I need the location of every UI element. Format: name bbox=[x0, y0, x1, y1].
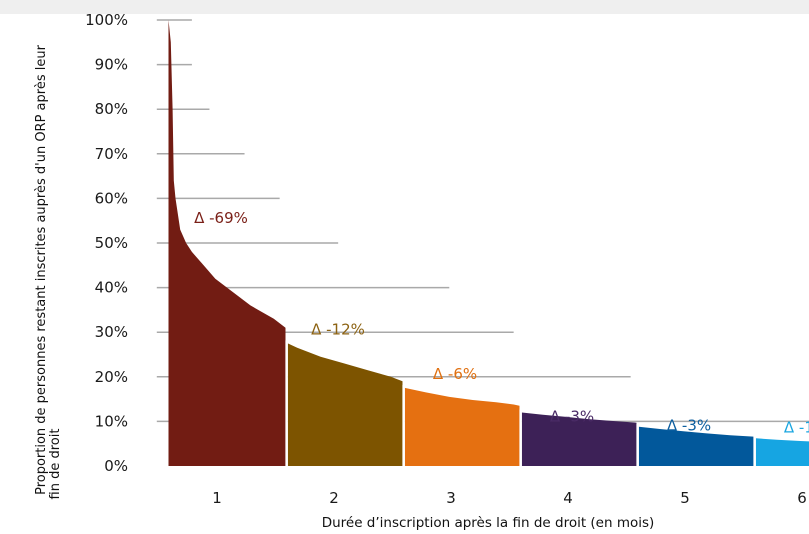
y-tick-label: 80% bbox=[95, 100, 128, 118]
y-tick-label: 50% bbox=[95, 234, 128, 252]
delta-label-month-3: Δ -6% bbox=[433, 365, 477, 383]
area-segment-month-6 bbox=[755, 438, 809, 466]
x-tick-label: 1 bbox=[212, 489, 222, 507]
area-segments bbox=[168, 20, 809, 466]
y-tick-label: 100% bbox=[85, 11, 128, 29]
x-axis-title: Durée d’inscription après la fin de droi… bbox=[322, 515, 655, 531]
area-segment-month-5 bbox=[638, 426, 754, 466]
area-segment-month-2 bbox=[287, 343, 403, 466]
y-tick-label: 40% bbox=[95, 279, 128, 297]
y-axis-title: Proportion de personnes restant inscrite… bbox=[34, 44, 63, 499]
y-tick-label: 70% bbox=[95, 145, 128, 163]
delta-labels: Δ -69% Δ -12% Δ -6% Δ -3% Δ -3% Δ -1% bbox=[194, 209, 809, 437]
delta-label-month-6: Δ -1% bbox=[784, 419, 809, 437]
delta-label-month-2: Δ -12% bbox=[311, 320, 365, 338]
y-tick-label: 0% bbox=[104, 457, 128, 475]
x-tick-label: 5 bbox=[680, 489, 690, 507]
x-tick-label: 2 bbox=[329, 489, 339, 507]
x-tick-label: 6 bbox=[797, 489, 807, 507]
area-segment-month-3 bbox=[404, 387, 520, 466]
x-axis: 1 2 3 4 5 6 bbox=[212, 489, 807, 507]
area-segment-month-4 bbox=[521, 412, 637, 466]
delta-label-month-1: Δ -69% bbox=[194, 209, 248, 227]
y-tick-label: 60% bbox=[95, 189, 128, 207]
area-segment-month-1 bbox=[168, 20, 286, 466]
y-tick-label: 30% bbox=[95, 323, 128, 341]
x-tick-label: 4 bbox=[563, 489, 573, 507]
x-tick-label: 3 bbox=[446, 489, 456, 507]
y-tick-label: 20% bbox=[95, 368, 128, 386]
y-tick-label: 10% bbox=[95, 412, 128, 430]
y-axis: 100% 90% 80% 70% 60% 50% 40% 30% 20% 10% 0% bbox=[85, 11, 128, 475]
delta-label-month-4: Δ -3% bbox=[550, 407, 594, 425]
delta-label-month-5: Δ -3% bbox=[667, 416, 711, 434]
segment-separators bbox=[285, 340, 756, 466]
y-tick-label: 90% bbox=[95, 56, 128, 74]
